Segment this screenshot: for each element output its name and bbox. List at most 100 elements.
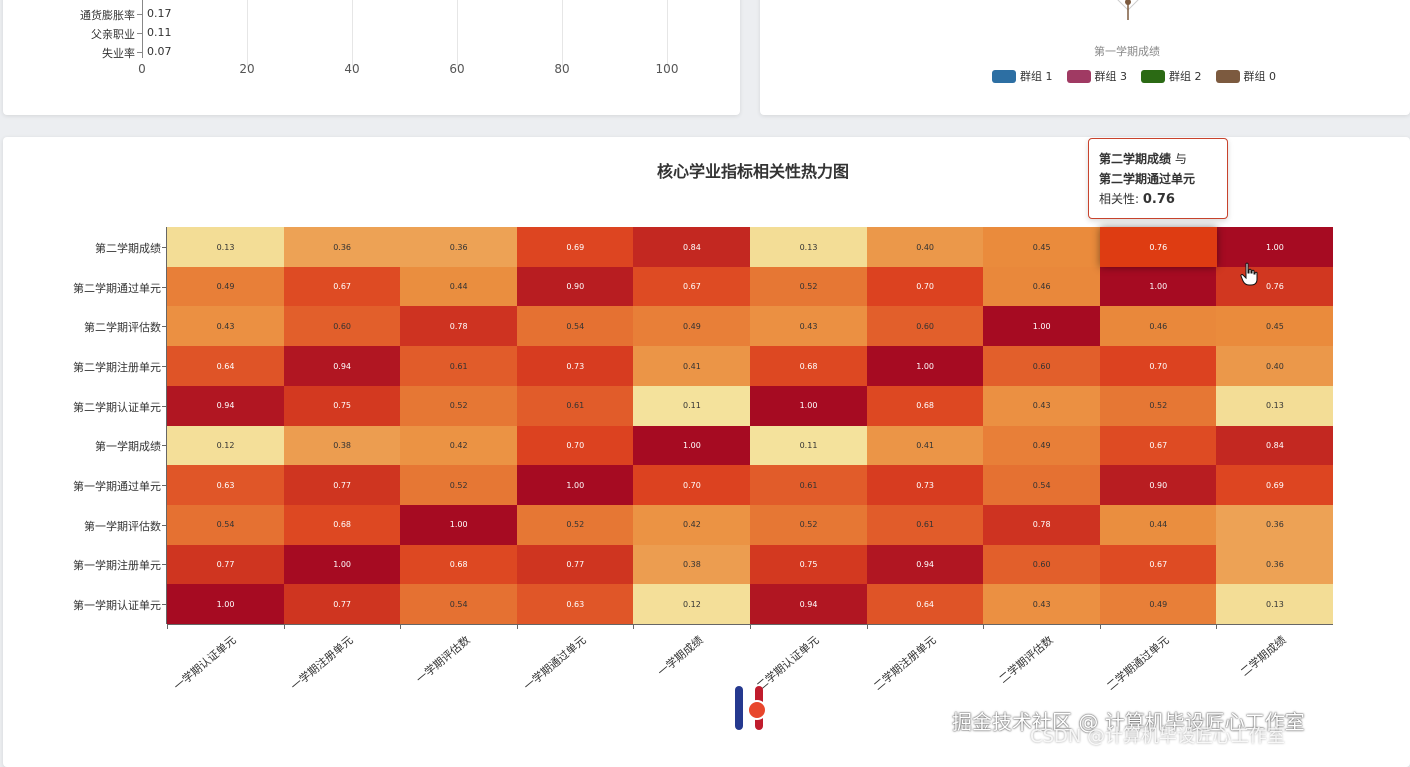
heatmap-cell[interactable]: 0.94 — [283, 346, 401, 387]
heatmap-cell[interactable]: 0.36 — [283, 227, 401, 267]
legend-item[interactable]: 群组 1 — [992, 68, 1053, 84]
heatmap-cell[interactable]: 0.45 — [983, 227, 1101, 267]
heatmap-cell[interactable]: 0.94 — [866, 544, 984, 585]
heatmap-cell[interactable]: 0.13 — [1216, 584, 1334, 625]
heatmap-cell[interactable]: 0.69 — [1216, 465, 1334, 506]
legend-item[interactable]: 群组 2 — [1141, 68, 1202, 84]
heatmap-cell[interactable]: 1.00 — [866, 346, 984, 387]
heatmap-cell[interactable]: 0.70 — [866, 266, 984, 307]
heatmap-cell[interactable]: 0.43 — [167, 306, 284, 347]
heatmap-cell[interactable]: 0.76 — [1216, 266, 1334, 307]
heatmap-cell[interactable]: 0.68 — [866, 385, 984, 426]
heatmap-cell[interactable]: 0.63 — [167, 465, 284, 506]
heatmap-cell[interactable]: 1.00 — [983, 306, 1101, 347]
heatmap-cell[interactable]: 0.60 — [983, 544, 1101, 585]
heatmap-cell[interactable]: 0.38 — [633, 544, 751, 585]
heatmap-cell[interactable]: 0.52 — [516, 504, 634, 545]
heatmap-cell[interactable]: 0.12 — [167, 425, 284, 466]
heatmap-cell[interactable]: 0.60 — [866, 306, 984, 347]
heatmap-cell[interactable]: 0.67 — [1099, 425, 1217, 466]
heatmap-cell[interactable]: 1.00 — [1216, 227, 1334, 267]
heatmap-cell[interactable]: 0.60 — [283, 306, 401, 347]
heatmap-cell[interactable]: 0.13 — [167, 227, 284, 267]
heatmap-cell[interactable]: 0.44 — [400, 266, 518, 307]
heatmap-cell[interactable]: 0.67 — [283, 266, 401, 307]
heatmap-cell[interactable]: 0.46 — [983, 266, 1101, 307]
heatmap-cell[interactable]: 0.69 — [516, 227, 634, 267]
heatmap-cell[interactable]: 0.40 — [866, 227, 984, 267]
legend-item[interactable]: 群组 3 — [1066, 68, 1127, 84]
heatmap-cell[interactable]: 0.90 — [516, 266, 634, 307]
heatmap-cell[interactable]: 0.78 — [400, 306, 518, 347]
heatmap-cell[interactable]: 0.78 — [983, 504, 1101, 545]
heatmap-cell[interactable]: 0.46 — [1099, 306, 1217, 347]
heatmap-cell[interactable]: 0.73 — [516, 346, 634, 387]
heatmap-cell[interactable]: 0.75 — [750, 544, 867, 585]
heatmap-cell[interactable]: 0.77 — [516, 544, 634, 585]
heatmap-cell[interactable]: 0.52 — [1099, 385, 1217, 426]
heatmap-cell[interactable]: 1.00 — [400, 504, 518, 545]
heatmap-cell[interactable]: 0.12 — [633, 584, 751, 625]
heatmap-cell[interactable]: 0.75 — [283, 385, 401, 426]
heatmap-cell[interactable]: 0.52 — [400, 385, 518, 426]
heatmap-cell[interactable]: 0.45 — [1216, 306, 1334, 347]
heatmap-cell[interactable]: 1.00 — [1099, 266, 1217, 307]
heatmap-cell[interactable]: 0.68 — [283, 504, 401, 545]
heatmap-cell[interactable]: 0.77 — [283, 584, 401, 625]
heatmap-cell[interactable]: 0.11 — [750, 425, 867, 466]
heatmap-cell[interactable]: 0.61 — [400, 346, 518, 387]
heatmap-cell[interactable]: 0.36 — [400, 227, 518, 267]
heatmap-cell[interactable]: 0.94 — [750, 584, 867, 625]
heatmap-cell[interactable]: 1.00 — [633, 425, 751, 466]
heatmap-cell[interactable]: 0.76 — [1099, 227, 1217, 267]
heatmap-cell[interactable]: 0.64 — [167, 346, 284, 387]
heatmap-cell[interactable]: 0.67 — [633, 266, 751, 307]
heatmap-cell[interactable]: 0.43 — [983, 385, 1101, 426]
heatmap-cell[interactable]: 0.84 — [1216, 425, 1334, 466]
heatmap-cell[interactable]: 0.68 — [750, 346, 867, 387]
legend-item[interactable]: 群组 0 — [1215, 68, 1276, 84]
heatmap-cell[interactable]: 1.00 — [167, 584, 284, 625]
heatmap-cell[interactable]: 0.13 — [1216, 385, 1334, 426]
heatmap-cell[interactable]: 0.63 — [516, 584, 634, 625]
heatmap-cell[interactable]: 0.38 — [283, 425, 401, 466]
heatmap-cell[interactable]: 0.73 — [866, 465, 984, 506]
heatmap-cell[interactable]: 1.00 — [283, 544, 401, 585]
heatmap-cell[interactable]: 0.36 — [1216, 504, 1334, 545]
heatmap-cell[interactable]: 0.49 — [1099, 584, 1217, 625]
heatmap-cell[interactable]: 0.43 — [750, 306, 867, 347]
heatmap-cell[interactable]: 0.94 — [167, 385, 284, 426]
heatmap-cell[interactable]: 0.49 — [633, 306, 751, 347]
heatmap-cell[interactable]: 0.42 — [400, 425, 518, 466]
heatmap-cell[interactable]: 1.00 — [516, 465, 634, 506]
heatmap-cell[interactable]: 0.60 — [983, 346, 1101, 387]
heatmap-cell[interactable]: 0.70 — [1099, 346, 1217, 387]
heatmap-cell[interactable]: 0.54 — [983, 465, 1101, 506]
heatmap-cell[interactable]: 0.52 — [750, 266, 867, 307]
heatmap-cell[interactable]: 0.41 — [633, 346, 751, 387]
heatmap-cell[interactable]: 0.77 — [167, 544, 284, 585]
heatmap-cell[interactable]: 0.67 — [1099, 544, 1217, 585]
heatmap-cell[interactable]: 0.52 — [400, 465, 518, 506]
heatmap-cell[interactable]: 0.64 — [866, 584, 984, 625]
heatmap-cell[interactable]: 0.61 — [516, 385, 634, 426]
heatmap-cell[interactable]: 0.41 — [866, 425, 984, 466]
heatmap-cell[interactable]: 0.49 — [167, 266, 284, 307]
heatmap-cell[interactable]: 0.49 — [983, 425, 1101, 466]
heatmap-cell[interactable]: 1.00 — [750, 385, 867, 426]
heatmap-cell[interactable]: 0.84 — [633, 227, 751, 267]
heatmap-cell[interactable]: 0.36 — [1216, 544, 1334, 585]
heatmap-cell[interactable]: 0.70 — [516, 425, 634, 466]
heatmap-cell[interactable]: 0.61 — [750, 465, 867, 506]
heatmap-cell[interactable]: 0.11 — [633, 385, 751, 426]
heatmap-cell[interactable]: 0.52 — [750, 504, 867, 545]
heatmap-cell[interactable]: 0.68 — [400, 544, 518, 585]
heatmap-cell[interactable]: 0.77 — [283, 465, 401, 506]
heatmap-cell[interactable]: 0.13 — [750, 227, 867, 267]
heatmap-cell[interactable]: 0.54 — [516, 306, 634, 347]
heatmap-cell[interactable]: 0.43 — [983, 584, 1101, 625]
heatmap-cell[interactable]: 0.40 — [1216, 346, 1334, 387]
heatmap-cell[interactable]: 0.44 — [1099, 504, 1217, 545]
heatmap-cell[interactable]: 0.54 — [167, 504, 284, 545]
heatmap-cell[interactable]: 0.42 — [633, 504, 751, 545]
